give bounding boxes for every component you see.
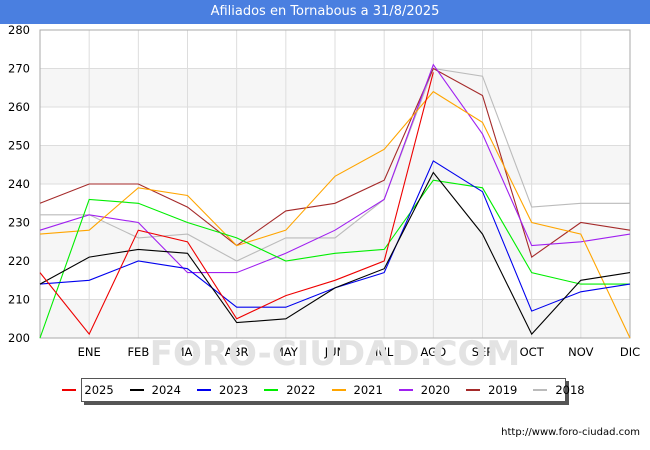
x-tick-label: SEP xyxy=(472,345,494,359)
legend-label: 2018 xyxy=(555,383,585,397)
chart-title: Afiliados en Tornabous a 31/8/2025 xyxy=(0,0,650,24)
x-tick-label: ABR xyxy=(225,345,249,359)
series-line-2020 xyxy=(39,63,631,274)
legend-swatch xyxy=(196,389,211,391)
series-line-2024 xyxy=(39,171,631,336)
legend-label: 2021 xyxy=(353,383,383,397)
y-tick-label: 200 xyxy=(8,331,30,345)
y-tick-label: 210 xyxy=(8,293,30,307)
legend-item-2022: 2022 xyxy=(264,383,316,397)
legend-label: 2020 xyxy=(420,383,451,397)
series-line-2022 xyxy=(39,179,630,339)
legend-item-2024: 2024 xyxy=(129,383,181,397)
x-tick-label: JUN xyxy=(324,345,345,359)
y-tick-label: 250 xyxy=(8,139,30,153)
legend-item-2021: 2021 xyxy=(331,383,383,397)
legend-item-2020: 2020 xyxy=(398,383,451,397)
y-tick-label: 240 xyxy=(8,177,30,191)
x-tick-label: MAY xyxy=(274,345,299,359)
legend-swatch xyxy=(331,389,346,391)
legend-item-2025: 2025 xyxy=(62,383,114,397)
legend-swatch xyxy=(129,389,144,391)
legend-label: 2025 xyxy=(84,383,114,397)
watermark: FORO-CIUDAD.COM xyxy=(150,334,521,374)
legend-item-2023: 2023 xyxy=(196,383,249,397)
x-tick-label: ENE xyxy=(78,345,101,359)
legend-label: 2023 xyxy=(218,383,249,397)
legend-swatch xyxy=(466,389,481,391)
x-tick-label: JUL xyxy=(374,345,394,359)
legend-swatch xyxy=(398,389,413,391)
x-tick-label: DIC xyxy=(620,345,640,359)
x-tick-label: NOV xyxy=(568,345,593,359)
y-tick-label: 260 xyxy=(8,100,30,114)
legend-label: 2019 xyxy=(488,383,518,397)
y-tick-label: 230 xyxy=(8,216,30,230)
series-line-2019 xyxy=(39,67,631,258)
source-url: http://www.foro-ciudad.com xyxy=(501,427,640,438)
x-tick-label: MAR xyxy=(175,345,201,359)
series-line-2025 xyxy=(39,72,434,336)
legend-item-2018: 2018 xyxy=(533,383,585,397)
legend-swatch xyxy=(62,389,77,391)
plot-frame xyxy=(39,29,631,339)
y-tick-label: 280 xyxy=(8,23,30,37)
legend-swatch xyxy=(533,389,548,391)
legend-label: 2024 xyxy=(151,383,181,397)
y-tick-label: 270 xyxy=(8,62,30,76)
series-line-2021 xyxy=(39,90,631,339)
legend-label: 2022 xyxy=(286,383,316,397)
x-tick-label: FEB xyxy=(127,345,149,359)
legend-swatch xyxy=(264,389,279,391)
legend: 2025 2024 2023 2022 2021 2020 2019 2018 xyxy=(62,378,585,402)
series-line-2018 xyxy=(40,67,630,262)
legend-item-2019: 2019 xyxy=(466,383,517,397)
x-tick-label: AGO xyxy=(421,345,447,359)
y-tick-label: 220 xyxy=(8,254,30,268)
x-tick-label: OCT xyxy=(520,345,545,359)
